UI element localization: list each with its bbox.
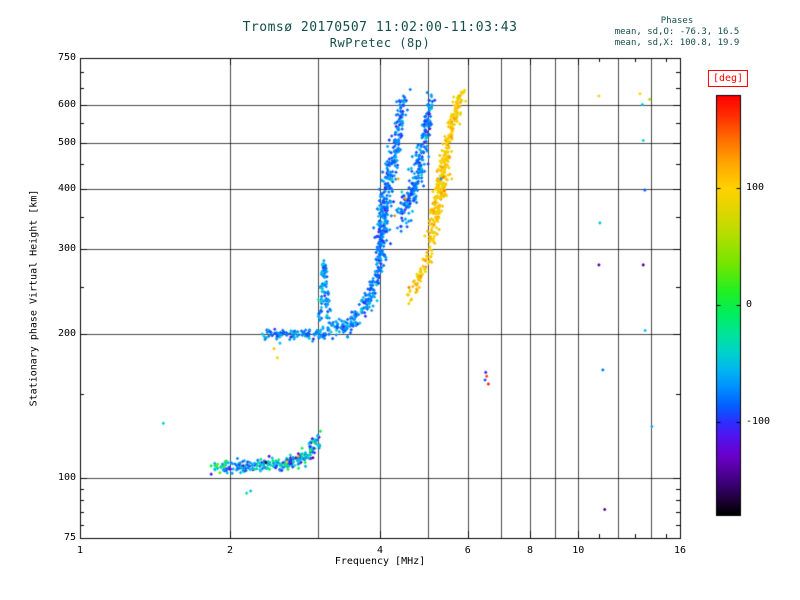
phase-stats-header: Phases [660, 16, 694, 26]
colorbar-unit-box: [deg] [707, 70, 749, 87]
colorbar-tick-label: -100 [746, 415, 771, 427]
y-tick-label: 600 [57, 98, 76, 110]
chart-title: Tromsø 20170507 11:02:00-11:03:43 [242, 20, 518, 35]
x-axis-label: Frequency [MHz] [334, 556, 426, 567]
phase-stats: Phases mean, sd,O: -76.3, 16.5 mean, sd,… [592, 16, 762, 49]
x-tick-label: 2 [226, 545, 234, 556]
phase-stats-o-mode: mean, sd,O: -76.3, 16.5 [614, 27, 740, 37]
x-tick-label: 8 [526, 545, 534, 556]
y-tick-label: 200 [57, 327, 76, 339]
x-tick-label: 6 [464, 545, 471, 556]
x-tick-label: 1 [76, 545, 84, 556]
y-tick-label: 100 [57, 472, 76, 484]
y-tick-label: 75 [63, 532, 76, 543]
x-tick-label: 10 [572, 545, 585, 556]
colorbar-tick-label: 100 [746, 182, 765, 194]
y-tick-label: 500 [57, 136, 76, 148]
y-tick-label: 300 [57, 243, 76, 254]
x-tick-label: 4 [376, 545, 384, 556]
chart-subtitle: RwPretec (8p) [329, 36, 431, 50]
y-tick-label: 400 [57, 183, 76, 195]
phase-stats-x-mode: mean, sd,X: 100.8, 19.9 [614, 38, 740, 48]
colorbar-unit-label: [deg] [712, 73, 744, 84]
x-tick-label: 16 [673, 545, 687, 556]
colorbar-tick-label: 0 [746, 299, 753, 310]
y-axis-label: Stationary phase Virtual Height [km] [28, 189, 40, 407]
y-tick-label: 750 [57, 52, 76, 63]
